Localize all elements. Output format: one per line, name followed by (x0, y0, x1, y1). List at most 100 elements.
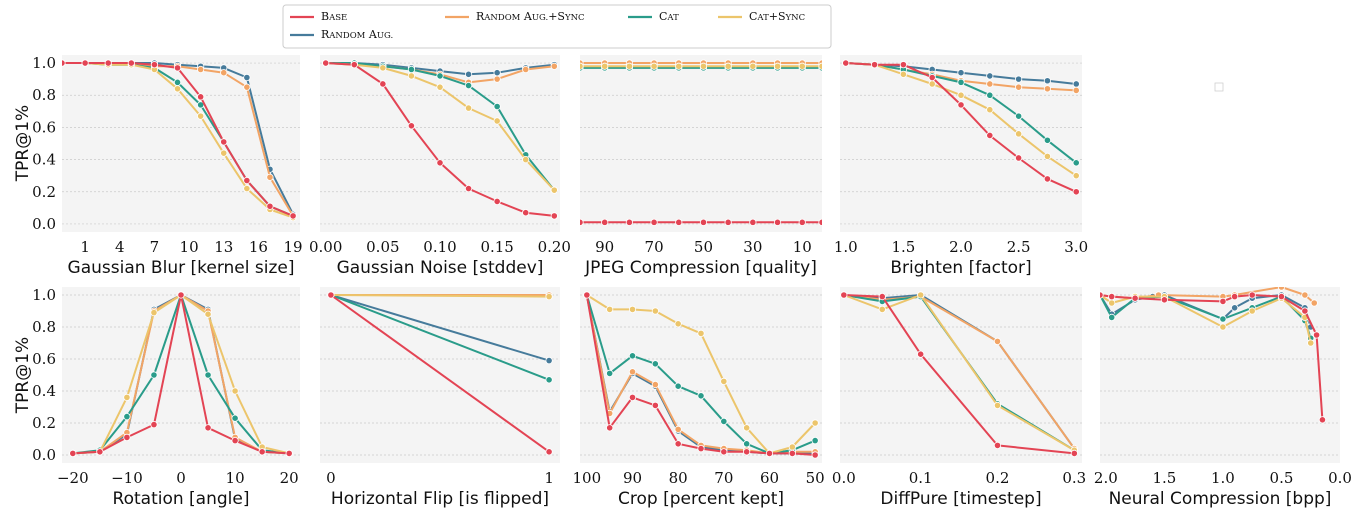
data-point-base (379, 80, 387, 88)
plot-area (840, 287, 1082, 463)
data-point-base (1015, 154, 1023, 162)
data-point-random_aug (493, 69, 501, 77)
panel-2: 0.00 0.05 0.10 0.15 0.20 Gaussian Noise [stdd… (309, 55, 571, 278)
data-point-base (1219, 297, 1227, 305)
data-point-base (177, 291, 185, 299)
data-point-cat (1072, 159, 1080, 167)
data-point-cat_sync (1248, 307, 1256, 315)
x-tick-label: 1 (544, 469, 554, 487)
data-point-random_aug_sync (493, 75, 501, 83)
data-point-base (1072, 188, 1080, 196)
data-point-cat_sync (522, 155, 530, 164)
data-point-base (580, 218, 584, 226)
data-point-base (285, 449, 293, 457)
data-point-cat (743, 440, 751, 448)
series-line-cat (330, 294, 550, 381)
x-tick-label: 70 (714, 469, 733, 487)
data-point-base (1043, 175, 1052, 183)
data-point-base (788, 449, 796, 457)
legend-label-cat_sync: CAT+SYNC (749, 10, 805, 23)
data-point-cat_sync (197, 112, 205, 120)
x-tick-label: 70 (645, 238, 664, 256)
y-tick-label: 1.0 (32, 286, 56, 304)
data-point-random_aug_sync (1072, 86, 1080, 95)
x-tick-label: 1.0 (834, 238, 858, 256)
x-tick-label: 0.15 (480, 238, 513, 256)
data-point-random_aug_sync (522, 65, 530, 74)
data-point-base (917, 350, 925, 358)
x-tick-label: 2.5 (1007, 238, 1031, 256)
data-point-cat_sync (1219, 323, 1227, 331)
data-point-cat_sync (1108, 299, 1116, 307)
data-point-cat_sync (878, 305, 886, 313)
data-point-base (878, 292, 886, 301)
data-point-base (765, 449, 774, 457)
data-point-cat (464, 81, 473, 90)
data-point-cat (674, 382, 682, 390)
data-point-cat (407, 65, 416, 74)
x-tick-label: 1 (80, 238, 90, 256)
panel-9: 2.0 1.5 1.0 0.5 0.0 Neural Compression [bpp] (1094, 287, 1352, 508)
data-point-cat_sync (606, 305, 614, 313)
data-point-cat_sync (464, 104, 473, 112)
data-point-cat_sync (150, 308, 158, 317)
data-point-base (81, 59, 89, 67)
data-point-base (811, 451, 819, 459)
x-tick-label: 0.05 (366, 238, 399, 256)
x-axis-label: JPEG Compression [quality] (584, 258, 817, 278)
data-point-random_aug (957, 69, 965, 77)
x-axis-label: Rotation [angle] (113, 489, 250, 508)
data-point-random_aug_sync (1015, 83, 1023, 91)
x-tick-label: 0.1 (909, 469, 933, 487)
data-point-base (1301, 307, 1309, 315)
data-point-cat_sync (625, 62, 633, 70)
data-point-base (266, 202, 274, 210)
y-tick-label: 0.4 (32, 382, 56, 400)
x-tick-label: 0.0 (1328, 469, 1352, 487)
data-point-cat (150, 371, 158, 379)
data-point-base (493, 197, 501, 206)
data-point-base (1070, 449, 1078, 457)
data-point-base (798, 218, 806, 226)
panel-1: 0.0 0.2 0.4 0.6 0.8 1.0 1 4 7 10 13 16 19 Gaussian Bl… (32, 54, 302, 278)
data-point-base (1100, 291, 1104, 299)
x-axis-label: Horizontal Flip [is flipped] (331, 489, 549, 508)
data-point-base (243, 176, 251, 185)
data-point-base (1312, 331, 1321, 339)
data-point-base (545, 448, 553, 456)
data-point-random_aug_sync (550, 62, 558, 70)
x-tick-label: 3.0 (1064, 238, 1088, 256)
x-tick-label: 0.3 (1062, 469, 1086, 487)
data-point-random_aug (986, 72, 994, 80)
data-point-base (699, 218, 708, 226)
data-point-random_aug (1043, 77, 1052, 85)
data-point-base (697, 444, 705, 453)
data-point-base (606, 424, 614, 432)
data-point-base (773, 218, 782, 226)
data-point-base (407, 122, 416, 130)
data-point-cat_sync (550, 186, 558, 194)
x-tick-label: 1.5 (891, 238, 915, 256)
data-point-base (464, 184, 473, 193)
data-point-random_aug_sync (986, 80, 994, 88)
data-point-cat (1108, 313, 1116, 321)
y-tick-label: 0.0 (32, 215, 56, 233)
x-tick-label: 2.0 (949, 238, 973, 256)
data-point-random_aug (464, 70, 473, 78)
data-point-base (1318, 416, 1327, 424)
x-tick-label: 0.0 (832, 469, 856, 487)
data-point-base (743, 448, 751, 456)
data-point-random_aug_sync (1043, 85, 1052, 93)
x-tick-label: 16 (249, 238, 268, 256)
data-point-base (957, 101, 965, 109)
data-point-cat (606, 369, 614, 377)
data-point-random_aug_sync (266, 173, 274, 181)
data-point-random_aug_sync (628, 368, 637, 376)
data-point-base (625, 218, 633, 226)
data-point-base (150, 420, 158, 429)
y-tick-label: 0.8 (32, 86, 56, 104)
plot-area (580, 55, 822, 232)
data-point-cat_sync (957, 91, 965, 99)
data-point-base (720, 448, 728, 456)
data-point-base (104, 59, 112, 67)
